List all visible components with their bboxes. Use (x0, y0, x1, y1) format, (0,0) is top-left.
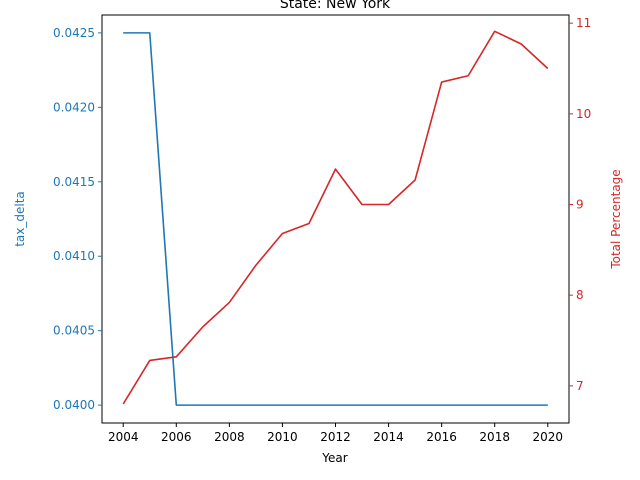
y-axis-left-label: tax_delta (13, 191, 27, 247)
chart-title: State: New York (280, 0, 391, 12)
y-left-tick-label: 0.0400 (53, 398, 95, 412)
y-right-tick-label: 10 (576, 107, 591, 121)
y-axis-right-label: Total Percentage (609, 169, 623, 269)
y-right-tick-label: 7 (576, 379, 584, 393)
x-tick-label: 2020 (532, 430, 563, 444)
y-left-tick-label: 0.0415 (53, 175, 95, 189)
x-tick-label: 2016 (426, 430, 457, 444)
x-tick-label: 2008 (214, 430, 245, 444)
x-tick-label: 2018 (479, 430, 510, 444)
x-tick-label: 2010 (267, 430, 298, 444)
series-line-2 (122, 30, 549, 405)
x-tick-label: 2012 (320, 430, 351, 444)
x-axis: 2004 2006 2008 2010 2012 2014 2016 2018 2020 (108, 423, 563, 444)
plot-frame (101, 14, 570, 424)
y-left-tick-label: 0.0410 (53, 249, 95, 263)
y-axis-right: 7 8 9 10 11 (569, 16, 591, 393)
y-left-tick-label: 0.0420 (53, 100, 95, 114)
y-left-tick-label: 0.0405 (53, 324, 95, 338)
x-tick-label: 2004 (108, 430, 139, 444)
y-axis-left: 0.0400 0.0405 0.0410 0.0415 0.0420 0.0425 (53, 26, 102, 412)
x-tick-label: 2014 (373, 430, 404, 444)
x-axis-label: Year (321, 451, 347, 465)
series-line-1 (123, 32, 548, 406)
x-tick-label: 2006 (161, 430, 192, 444)
y-right-tick-label: 9 (576, 197, 584, 211)
y-right-tick-label: 11 (576, 16, 591, 30)
y-left-tick-label: 0.0425 (53, 26, 95, 40)
y-right-tick-label: 8 (576, 288, 584, 302)
series-layer (122, 30, 549, 406)
